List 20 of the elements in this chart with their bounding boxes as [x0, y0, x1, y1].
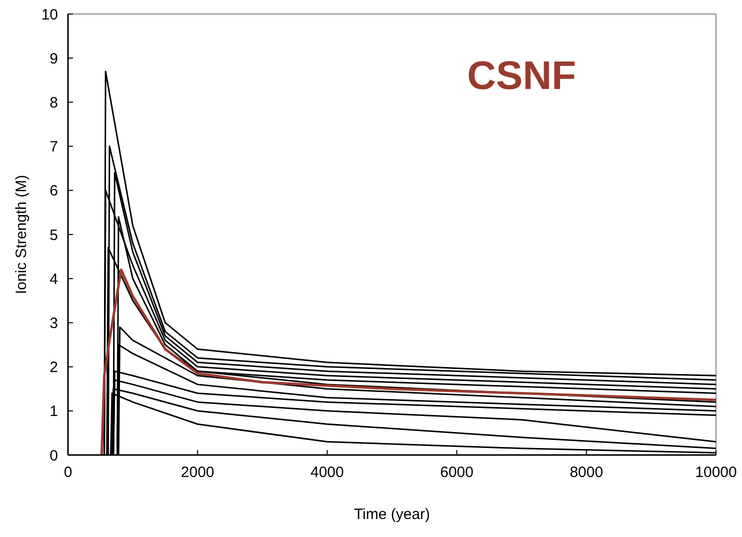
x-axis-title: Time (year) [354, 506, 430, 523]
y-axis-title: Ionic Strength (M) [13, 174, 30, 294]
x-tick-label: 4000 [310, 464, 344, 481]
y-tick-label: 5 [50, 226, 58, 244]
x-tick-label: 8000 [570, 464, 604, 481]
y-tick-label: 10 [41, 6, 58, 24]
y-tick-label: 1 [50, 403, 58, 420]
x-tick-label: 10000 [695, 464, 737, 481]
y-tick-label: 0 [50, 447, 58, 464]
y-tick-label: 2 [50, 359, 58, 376]
x-tick-label: 6000 [440, 464, 474, 481]
y-tick-label: 4 [50, 270, 58, 288]
y-tick-label: 6 [50, 182, 58, 200]
x-tick-label: 0 [64, 464, 72, 481]
annotation: CSNF [467, 54, 576, 98]
y-tick-label: 3 [50, 314, 58, 332]
y-tick-label: 8 [50, 94, 58, 112]
y-tick-label: 9 [50, 50, 58, 68]
x-tick-label: 2000 [180, 464, 214, 481]
y-tick-label: 7 [50, 138, 58, 156]
